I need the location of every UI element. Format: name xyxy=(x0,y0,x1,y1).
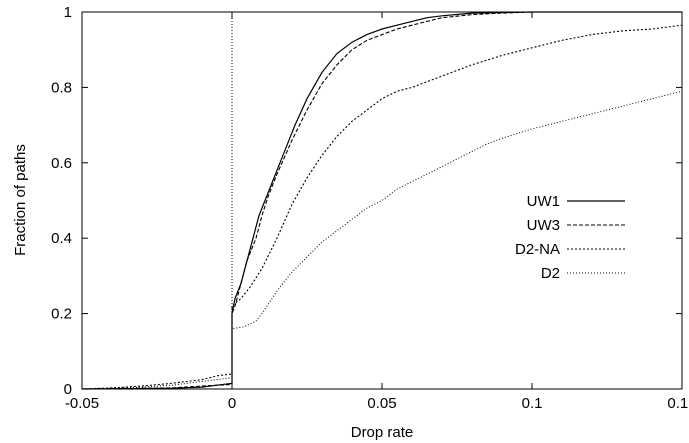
legend: UW1 UW3 D2-NA D2 xyxy=(515,193,625,282)
legend-label-d2-na: D2-NA xyxy=(515,241,560,258)
x-tick-label-0: -0.05 xyxy=(65,395,99,412)
x-axis-label: Drop rate xyxy=(351,424,414,441)
y-tick-label-5: 1 xyxy=(64,4,72,21)
x-tick-label-2: 0.05 xyxy=(367,395,396,412)
legend-label-uw1: UW1 xyxy=(527,193,560,210)
legend-label-d2: D2 xyxy=(541,265,560,282)
series-line-d2 xyxy=(81,90,683,390)
y-tick-label-1: 0.2 xyxy=(51,306,72,323)
x-tick-label-4: 0.15 xyxy=(667,395,689,412)
y-axis-label: Fraction of paths xyxy=(12,144,29,256)
legend-label-uw3: UW3 xyxy=(527,217,560,234)
y-tick-label-2: 0.4 xyxy=(51,230,72,247)
y-tick-label-3: 0.6 xyxy=(51,155,72,172)
x-tick-label-1: 0 xyxy=(228,395,236,412)
series-line-uw3 xyxy=(81,11,682,390)
y-tick-label-0: 0 xyxy=(64,381,72,398)
series-lines xyxy=(81,11,683,390)
x-tick-label-3: 0.1 xyxy=(522,395,543,412)
y-axis-ticks: 0 0.2 0.4 0.6 0.8 1 xyxy=(51,4,682,398)
y-tick-label-4: 0.8 xyxy=(51,79,72,96)
series-line-d2-na xyxy=(81,24,683,390)
